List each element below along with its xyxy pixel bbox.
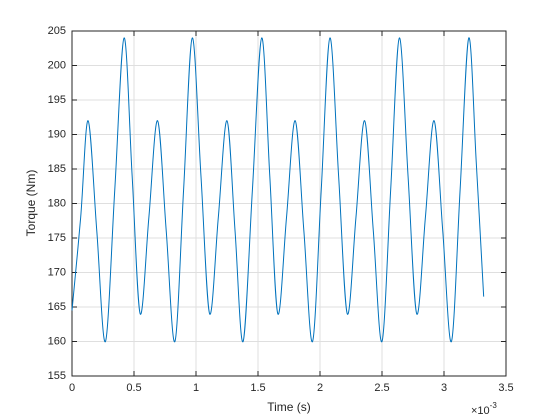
x-tick-label: 0 [69, 382, 75, 394]
x-multiplier-base: ×10 [471, 405, 490, 417]
y-tick-label: 165 [48, 301, 66, 313]
y-tick-label: 200 [48, 59, 66, 71]
y-tick-label: 175 [48, 232, 66, 244]
x-tick-label: 1 [193, 382, 199, 394]
x-tick-label: 1.5 [250, 382, 265, 394]
x-axis-label: Time (s) [267, 400, 311, 414]
x-tick-label: 2 [317, 382, 323, 394]
y-axis-label: Torque (Nm) [24, 170, 38, 237]
y-tick-label: 190 [48, 128, 66, 140]
x-multiplier-exponent: -3 [490, 401, 498, 410]
y-tick-label: 185 [48, 163, 66, 175]
x-tick-label: 2.5 [374, 382, 389, 394]
x-multiplier: ×10-3 [471, 401, 497, 417]
y-tick-label: 155 [48, 370, 66, 382]
y-tick-label: 195 [48, 94, 66, 106]
x-tick-label: 3 [441, 382, 447, 394]
y-tick-label: 180 [48, 197, 66, 209]
x-tick-label: 3.5 [498, 382, 513, 394]
x-tick-label: 0.5 [126, 382, 141, 394]
y-tick-label: 205 [48, 25, 66, 37]
axes-box [71, 30, 507, 377]
y-tick-label: 170 [48, 266, 66, 278]
data-line [71, 37, 485, 343]
y-tick-label: 160 [48, 335, 66, 347]
